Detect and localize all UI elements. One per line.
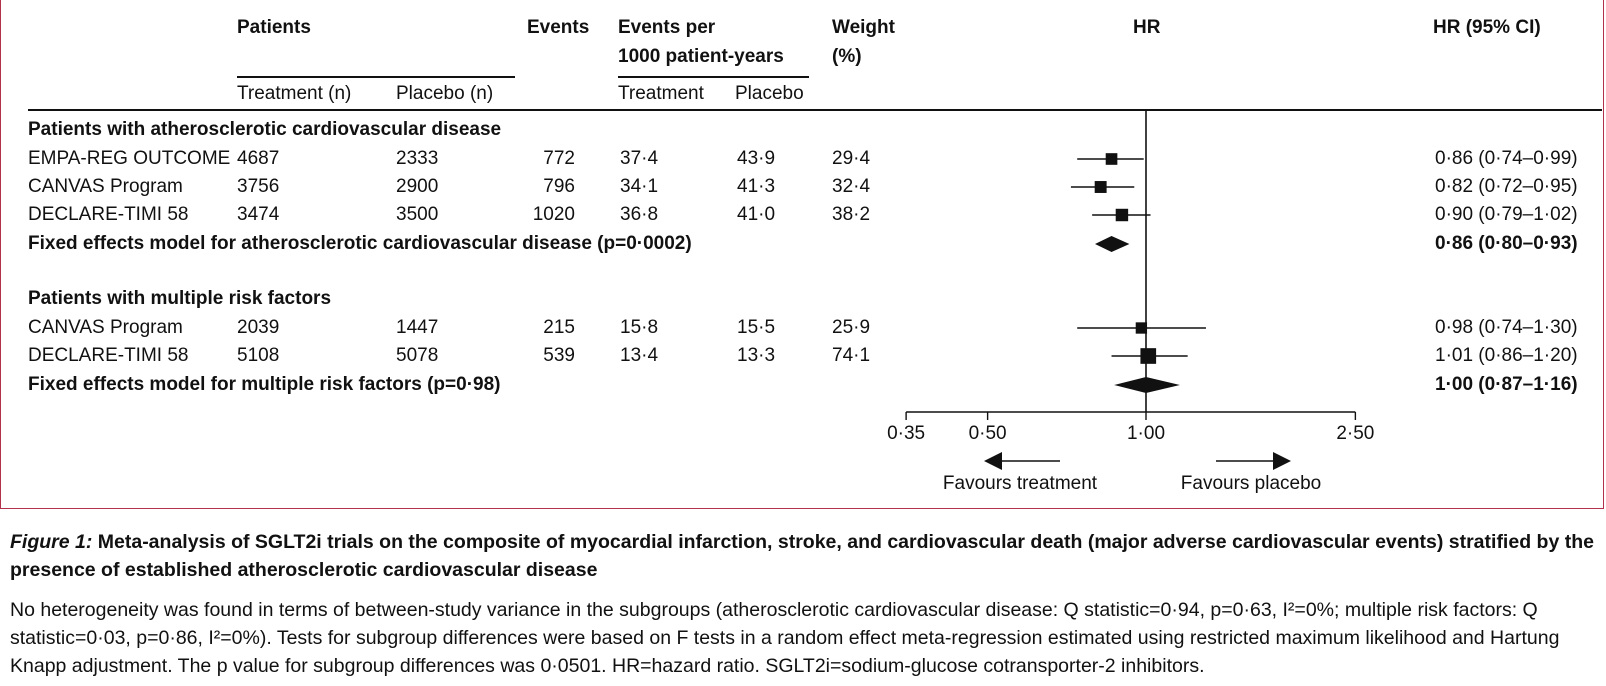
study-name: DECLARE-TIMI 58 [28, 345, 189, 366]
summary-diamond [1095, 236, 1130, 252]
rate-treatment: 15·8 [620, 317, 659, 338]
hr-point-estimate [1115, 208, 1129, 222]
hr-point-estimate [1140, 348, 1157, 364]
group-title: Patients with multiple risk factors [28, 288, 332, 309]
treatment-n: 2039 [237, 317, 280, 338]
favours-treatment-arrow-icon [984, 452, 1002, 470]
header-hr-ci: HR (95% CI) [1433, 17, 1541, 38]
header-placebo: Placebo [735, 83, 804, 104]
events: 215 [543, 317, 575, 338]
group-title: Patients with atherosclerotic cardiovasc… [28, 119, 502, 140]
summary-label: Fixed effects model for atherosclerotic … [28, 233, 692, 254]
header-hr: HR [1133, 17, 1161, 38]
placebo-n: 2900 [396, 176, 439, 197]
figure-caption-body: No heterogeneity was found in terms of b… [10, 596, 1602, 680]
study-name: DECLARE-TIMI 58 [28, 204, 189, 225]
header-events-per-1: Events per [618, 17, 716, 38]
study-name: CANVAS Program [28, 317, 183, 338]
figure-panel [0, 0, 1604, 509]
treatment-n: 3474 [237, 204, 280, 225]
rate-placebo: 13·3 [737, 345, 776, 366]
figure-caption-title: Figure 1: Meta-analysis of SGLT2i trials… [10, 528, 1602, 584]
treatment-n: 3756 [237, 176, 280, 197]
header-weight-2: (%) [832, 46, 862, 67]
summary-diamond [1114, 377, 1180, 393]
placebo-n: 3500 [396, 204, 439, 225]
study-name: EMPA-REG OUTCOME [28, 148, 231, 169]
rate-placebo: 41·0 [737, 204, 776, 225]
x-axis-tick-label: 0·50 [969, 423, 1007, 444]
placebo-n: 5078 [396, 345, 439, 366]
hr-ci: 0·86 (0·74–0·99) [1435, 148, 1578, 169]
study-name: CANVAS Program [28, 176, 183, 197]
hr-point-estimate [1094, 181, 1107, 193]
header-events: Events [527, 17, 590, 38]
caption-body-1: No heterogeneity was found in terms of b… [10, 599, 1283, 621]
hr-ci: 1·01 (0·86–1·20) [1435, 345, 1578, 366]
x-axis-tick-label: 0·35 [887, 423, 925, 444]
x-axis-tick-label: 2·50 [1336, 423, 1374, 444]
favours-placebo-label: Favours placebo [1181, 473, 1321, 494]
rate-treatment: 34·1 [620, 176, 659, 197]
rate-treatment: 36·8 [620, 204, 659, 225]
patients-rule [237, 76, 515, 78]
weight: 38·2 [832, 204, 871, 225]
weight: 25·9 [832, 317, 871, 338]
favours-placebo-arrow-icon [1273, 452, 1291, 470]
rate-placebo: 43·9 [737, 148, 776, 169]
placebo-n: 2333 [396, 148, 439, 169]
header-rule [28, 109, 1602, 111]
events: 796 [543, 176, 575, 197]
header-treatment-n: Treatment (n) [237, 83, 352, 104]
rate-placebo: 15·5 [737, 317, 776, 338]
events: 1020 [532, 204, 575, 225]
header-patients: Patients [237, 17, 311, 38]
summary-label: Fixed effects model for multiple risk fa… [28, 374, 501, 395]
weight: 74·1 [832, 345, 871, 366]
summary-hr-ci: 0·86 (0·80–0·93) [1435, 233, 1578, 254]
caption-title-text: Meta-analysis of SGLT2i trials on the co… [10, 531, 1594, 581]
placebo-n: 1447 [396, 317, 439, 338]
events-per-rule [618, 76, 809, 78]
treatment-n: 4687 [237, 148, 280, 169]
hr-ci: 0·82 (0·72–0·95) [1435, 176, 1578, 197]
rate-treatment: 13·4 [620, 345, 659, 366]
weight: 32·4 [832, 176, 871, 197]
events: 772 [543, 148, 575, 169]
rate-treatment: 37·4 [620, 148, 659, 169]
events: 539 [543, 345, 575, 366]
caption-body-3: I²=0%). Tests for subgroup differences w… [10, 627, 1560, 677]
figure-label: Figure 1: [10, 531, 93, 553]
forest-plot: 0·35 0·50 1·00 2·50 Favours treatment Favours… [887, 109, 1374, 494]
hr-ci: 0·98 (0·74–1·30) [1435, 317, 1578, 338]
x-axis-tick-label: 1·00 [1127, 423, 1165, 444]
caption-body-2: I²=0%; multiple risk factors: Q statisti… [10, 599, 1538, 649]
header-weight-1: Weight [832, 17, 895, 38]
rate-placebo: 41·3 [737, 176, 776, 197]
weight: 29·4 [832, 148, 871, 169]
header-events-per-2: 1000 patient-years [618, 46, 784, 67]
hr-point-estimate [1105, 153, 1118, 165]
summary-hr-ci: 1·00 (0·87–1·16) [1435, 374, 1578, 395]
favours-treatment-label: Favours treatment [943, 473, 1098, 494]
header-treatment: Treatment [618, 83, 704, 104]
header-placebo-n: Placebo (n) [396, 83, 494, 104]
hr-point-estimate [1135, 322, 1148, 334]
treatment-n: 5108 [237, 345, 280, 366]
hr-ci: 0·90 (0·79–1·02) [1435, 204, 1578, 225]
